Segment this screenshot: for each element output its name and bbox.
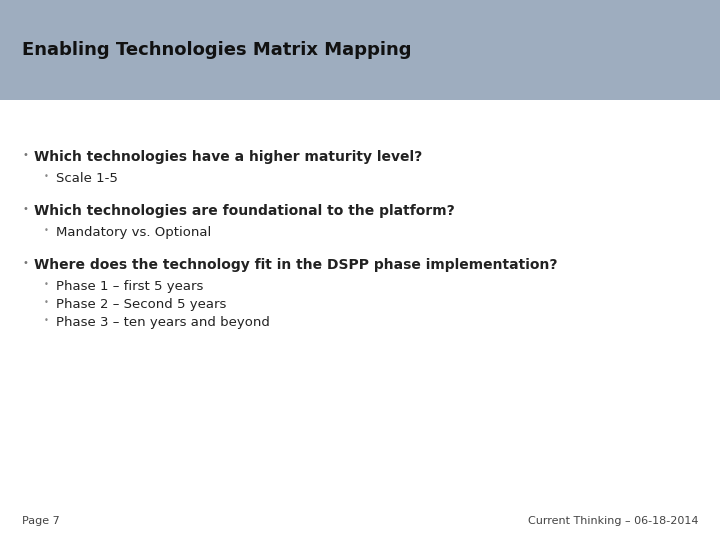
Text: Which technologies have a higher maturity level?: Which technologies have a higher maturit… [34, 150, 422, 164]
Text: •: • [44, 298, 49, 307]
Text: Current Thinking – 06-18-2014: Current Thinking – 06-18-2014 [528, 516, 698, 526]
Text: Page 7: Page 7 [22, 516, 60, 526]
Text: •: • [22, 258, 28, 268]
Text: Phase 3 – ten years and beyond: Phase 3 – ten years and beyond [56, 316, 270, 329]
Text: Phase 1 – first 5 years: Phase 1 – first 5 years [56, 280, 203, 293]
Text: •: • [44, 226, 49, 235]
Text: Where does the technology fit in the DSPP phase implementation?: Where does the technology fit in the DSP… [34, 258, 557, 272]
Text: •: • [44, 172, 49, 181]
Text: Enabling Technologies Matrix Mapping: Enabling Technologies Matrix Mapping [22, 41, 412, 59]
Text: •: • [22, 204, 28, 214]
Text: Mandatory vs. Optional: Mandatory vs. Optional [56, 226, 211, 239]
Text: •: • [44, 316, 49, 325]
Text: •: • [44, 280, 49, 289]
Text: •: • [22, 150, 28, 160]
Text: Phase 2 – Second 5 years: Phase 2 – Second 5 years [56, 298, 226, 311]
Bar [0, 0, 720, 100]
Text: Scale 1-5: Scale 1-5 [56, 172, 118, 185]
Text: Which technologies are foundational to the platform?: Which technologies are foundational to t… [34, 204, 455, 218]
